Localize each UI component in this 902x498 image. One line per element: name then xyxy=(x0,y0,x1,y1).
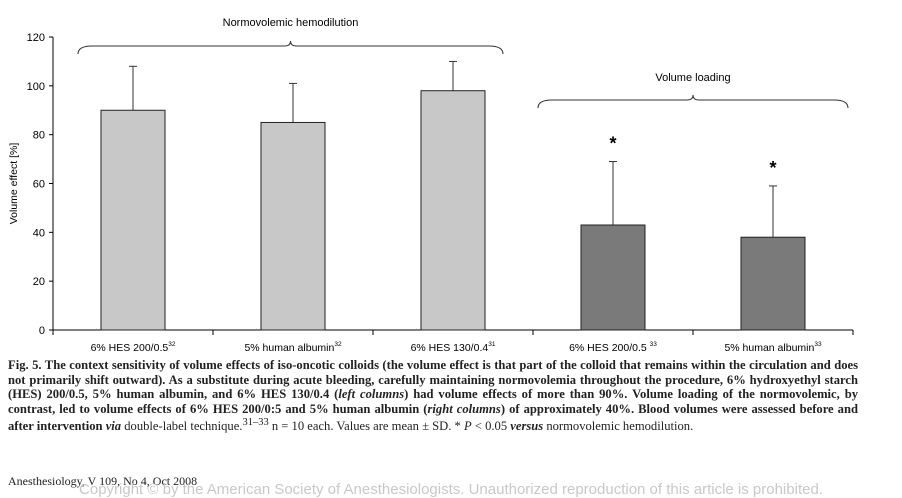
group-label-normovolemic: Normovolemic hemodilution xyxy=(223,17,359,29)
caption-right-columns: right columns xyxy=(427,401,501,416)
x-tick-label: 6% HES 200/0.5 33 xyxy=(569,341,657,354)
caption-text-3: ) of approximately 40%. Blood volumes we… xyxy=(8,401,858,434)
y-axis-label: Volume effect [%] xyxy=(8,143,20,225)
caption-p: P xyxy=(464,419,472,434)
y-tick-label: 80 xyxy=(33,130,45,142)
bar xyxy=(420,90,486,331)
y-tick-label: 40 xyxy=(33,227,45,239)
caption-refs: 31–33 xyxy=(242,417,269,429)
caption-via: via xyxy=(105,419,122,434)
y-tick-label: 120 xyxy=(27,32,45,44)
bar xyxy=(740,236,806,331)
bar-chart: 0 20 40 60 80 100 120 Volume effect [%] 6% HES 2… xyxy=(8,17,854,354)
caption-text-5: n = 10 each. Values are mean ± SD. * xyxy=(268,419,464,434)
x-tick-label: 5% human albumin32 xyxy=(244,341,342,354)
y-tick-label: 100 xyxy=(27,81,45,93)
x-tick-label: 5% human albumin33 xyxy=(724,341,822,354)
bar xyxy=(100,109,166,331)
significance-star: * xyxy=(609,134,616,154)
caption-text-2: ) had volume effects of more than 90%. V… xyxy=(8,387,858,416)
caption-left-columns: left columns xyxy=(338,387,405,402)
caption-fig-label: Fig. 5. xyxy=(8,358,42,372)
bar xyxy=(260,121,326,331)
y-tick-label: 0 xyxy=(39,325,45,337)
caption-text-4: double-label technique. xyxy=(121,419,243,434)
figure-caption: Fig. 5. The context sensitivity of volum… xyxy=(8,358,858,434)
bar xyxy=(580,224,646,331)
caption-text-7: normovolemic hemodilution. xyxy=(543,419,694,434)
y-tick-label: 60 xyxy=(33,179,45,191)
volume-loading-brace xyxy=(537,94,849,109)
group-label-volume-loading: Volume loading xyxy=(655,72,730,84)
caption-text-6: < 0.05 xyxy=(471,419,511,434)
normovolemic-brace xyxy=(77,40,504,55)
significance-star: * xyxy=(769,158,776,178)
journal-citation: Anesthesiology, V 109, No 4, Oct 2008 xyxy=(8,474,198,488)
y-tick-label: 20 xyxy=(33,276,45,288)
caption-versus: versus xyxy=(510,419,544,434)
copyright-watermark: Copyright © by the American Society of A… xyxy=(79,481,823,498)
x-tick-label: 6% HES 200/0.532 xyxy=(91,341,176,354)
x-tick-label: 6% HES 130/0.431 xyxy=(411,341,496,354)
caption-text-1: The context sensitivity of volume effect… xyxy=(8,358,858,402)
